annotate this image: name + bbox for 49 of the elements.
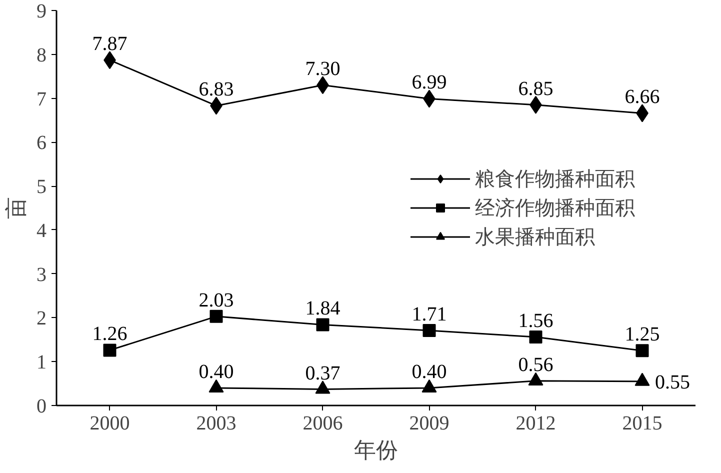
data-label: 6.83	[198, 78, 234, 101]
y-axis-title: 亩	[4, 197, 28, 219]
y-tick-label: 6	[36, 132, 46, 154]
y-tick-label: 9	[36, 0, 46, 22]
data-label: 6.85	[518, 78, 554, 100]
y-tick-label: 0	[36, 396, 46, 418]
point	[529, 330, 542, 344]
x-tick-label: 2012	[516, 412, 556, 434]
legend-label: 经济作物播种面积	[475, 194, 635, 221]
point	[422, 379, 437, 392]
y-tick-label: 2	[36, 308, 46, 330]
x-tick-label: 2015	[622, 412, 662, 434]
data-label: 7.87	[92, 33, 128, 56]
point	[315, 380, 330, 394]
x-tick-label: 2000	[90, 412, 130, 434]
point	[634, 372, 650, 386]
point	[210, 310, 223, 323]
point	[528, 372, 544, 386]
data-label: 1.71	[412, 303, 447, 326]
data-label: 0.40	[412, 360, 447, 383]
point	[636, 344, 649, 358]
y-tick-label: 1	[36, 352, 46, 374]
data-label: 0.37	[305, 362, 340, 384]
x-tick-label: 2006	[302, 412, 343, 434]
y-tick-label: 4	[36, 220, 46, 242]
point	[422, 324, 436, 337]
data-label: 0.55	[655, 371, 690, 394]
point	[208, 379, 224, 392]
x-axis-title: 年份	[354, 438, 398, 462]
y-tick-label: 8	[36, 44, 46, 66]
point	[103, 344, 116, 357]
data-label: 1.26	[92, 323, 128, 346]
data-label: 1.56	[518, 310, 554, 332]
y-tick-label: 7	[36, 88, 46, 110]
data-label: 1.25	[624, 324, 660, 346]
data-label: 7.30	[305, 58, 340, 80]
data-label: 6.99	[412, 72, 447, 94]
data-label: 2.03	[198, 289, 234, 312]
y-tick-label: 3	[36, 264, 46, 286]
x-tick-label: 2003	[196, 412, 236, 434]
legend-label: 水果播种面积	[475, 223, 595, 250]
data-label: 0.40	[198, 360, 234, 383]
data-label: 1.84	[305, 298, 340, 320]
y-tick-label: 5	[36, 176, 46, 198]
point	[316, 318, 330, 332]
data-label: 0.56	[518, 354, 554, 376]
data-label: 6.66	[624, 86, 660, 108]
x-tick-label: 2009	[409, 412, 450, 434]
legend-label: 粮食作物播种面积	[475, 165, 635, 192]
